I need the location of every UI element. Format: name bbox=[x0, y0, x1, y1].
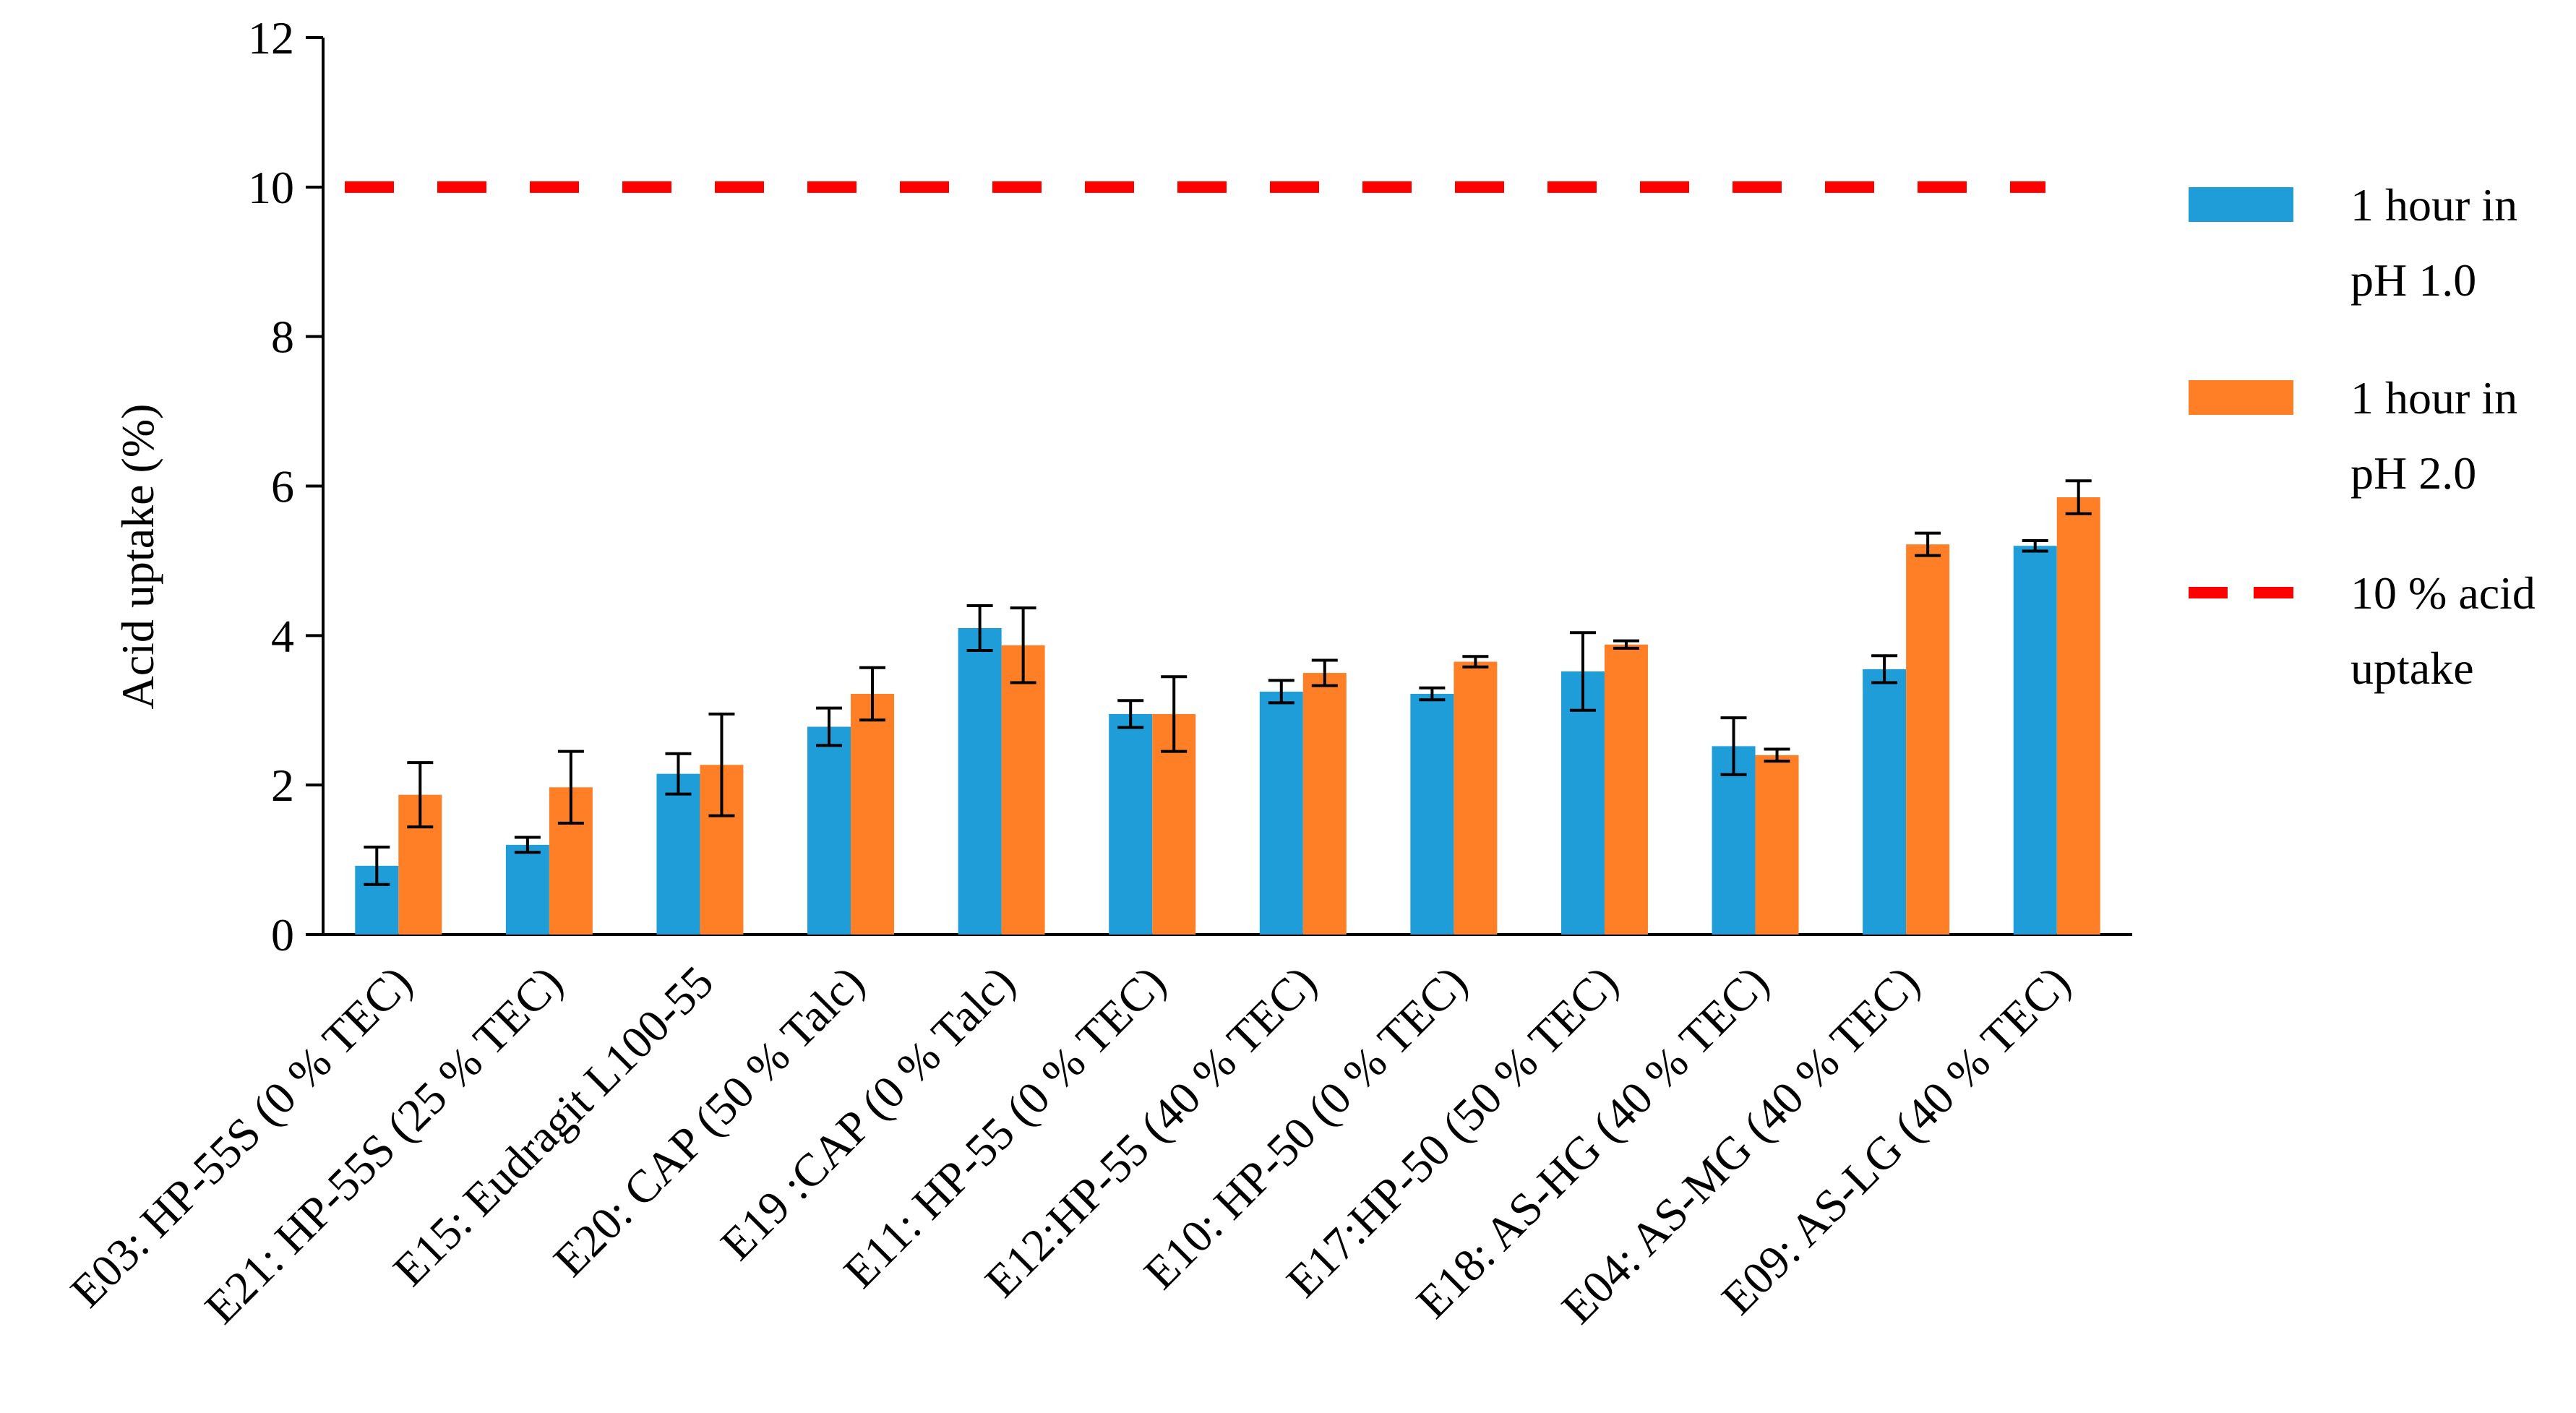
bar-series-2-cat-11 bbox=[1906, 544, 1950, 935]
bar-series-1-cat-3 bbox=[656, 773, 700, 935]
bar-series-1-cat-7 bbox=[1259, 691, 1303, 935]
bar-series-2-cat-8 bbox=[1454, 661, 1498, 935]
bar-series-2-cat-4 bbox=[851, 693, 895, 935]
bar-series-1-cat-6 bbox=[1109, 713, 1153, 935]
y-tick-label: 6 bbox=[271, 461, 294, 512]
y-tick-label: 4 bbox=[271, 610, 294, 661]
bar-series-2-cat-12 bbox=[2056, 497, 2100, 935]
y-axis-title: Acid uptake (%) bbox=[112, 404, 163, 710]
legend-label: 1 hour in bbox=[2350, 372, 2517, 424]
y-tick-label: 8 bbox=[271, 312, 294, 363]
bar-series-group bbox=[355, 479, 2100, 935]
bar-series-1-cat-5 bbox=[958, 627, 1002, 935]
y-tick-label: 10 bbox=[248, 162, 294, 213]
bar-series-2-cat-5 bbox=[1001, 645, 1045, 935]
bar-series-2-cat-7 bbox=[1302, 673, 1347, 935]
y-axis: 0 2 4 6 8 10 12 bbox=[248, 12, 325, 961]
bar-series-1-cat-10 bbox=[1712, 746, 1756, 935]
y-tick-label: 0 bbox=[271, 909, 294, 961]
bar-series-1-cat-9 bbox=[1560, 671, 1605, 935]
legend-swatch-series-2 bbox=[2189, 380, 2293, 415]
legend: 1 hour in pH 1.0 1 hour in pH 2.0 10 % acid u… bbox=[2189, 179, 2536, 694]
bar-series-1-cat-8 bbox=[1410, 693, 1454, 935]
legend-swatch-series-1 bbox=[2189, 187, 2293, 222]
legend-label: pH 2.0 bbox=[2350, 447, 2476, 499]
x-category-label: E19 :CAP (0 % Talc) bbox=[710, 956, 1024, 1270]
bar-series-1-cat-12 bbox=[2013, 546, 2057, 935]
bar-series-1-cat-2 bbox=[505, 844, 549, 935]
y-tick-label: 2 bbox=[271, 760, 294, 811]
legend-label: uptake bbox=[2350, 643, 2474, 694]
legend-label: 1 hour in bbox=[2350, 179, 2517, 231]
legend-label: 10 % acid bbox=[2350, 567, 2536, 619]
bar-series-2-cat-10 bbox=[1755, 755, 1799, 935]
bar-series-1-cat-11 bbox=[1863, 669, 1907, 935]
category-labels: E03: HP-55S (0 % TEC)E21: HP-55S (25 % T… bbox=[61, 956, 2080, 1333]
bar-series-1-cat-4 bbox=[807, 726, 851, 935]
bar-series-2-cat-9 bbox=[1604, 644, 1648, 935]
legend-label: pH 1.0 bbox=[2350, 254, 2476, 306]
y-tick-label: 12 bbox=[248, 12, 294, 64]
